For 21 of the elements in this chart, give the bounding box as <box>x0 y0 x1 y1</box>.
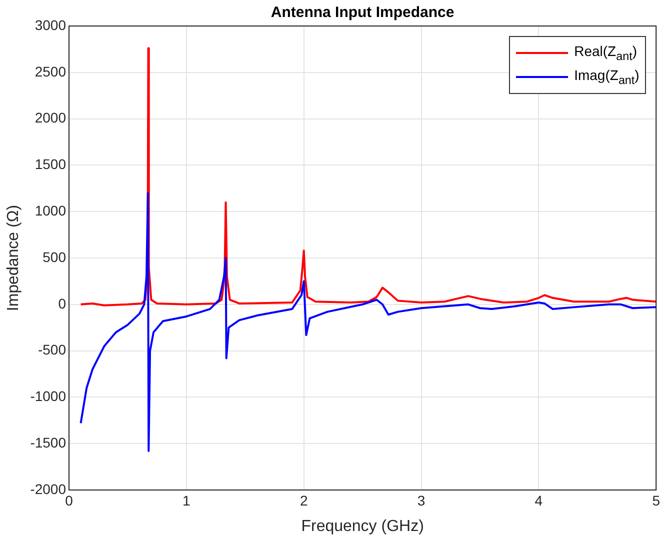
y-tick-label: -1500 <box>30 434 66 450</box>
legend-label: Real(Z$_{ant}$) <box>574 43 637 63</box>
y-tick-label: 3000 <box>34 16 66 33</box>
y-tick-label: -500 <box>38 342 66 358</box>
x-tick-label: 2 <box>300 492 308 508</box>
y-tick-label: 2500 <box>34 63 66 80</box>
y-tick-label: 500 <box>42 248 66 265</box>
x-tick-label: 3 <box>417 492 426 508</box>
y-tick-label: -2000 <box>30 480 66 497</box>
y-axis-title: Impedance (Ω) <box>5 204 22 312</box>
y-tick-label: 2000 <box>34 110 66 126</box>
y-tick-label: -1000 <box>30 388 66 404</box>
y-tick-label: 1500 <box>34 156 66 172</box>
chart-title: Antenna Input Impedance <box>270 4 456 21</box>
y-tick-label: 0 <box>58 295 66 312</box>
x-axis-title: Frequency (GHz) <box>301 518 424 535</box>
x-tick-label: 1 <box>182 492 191 508</box>
y-tick-label: 1000 <box>34 202 66 218</box>
x-tick-label: 5 <box>652 492 660 508</box>
x-tick-label: 4 <box>534 492 543 508</box>
legend-label: Imag(Z$_{ant}$) <box>574 67 640 87</box>
